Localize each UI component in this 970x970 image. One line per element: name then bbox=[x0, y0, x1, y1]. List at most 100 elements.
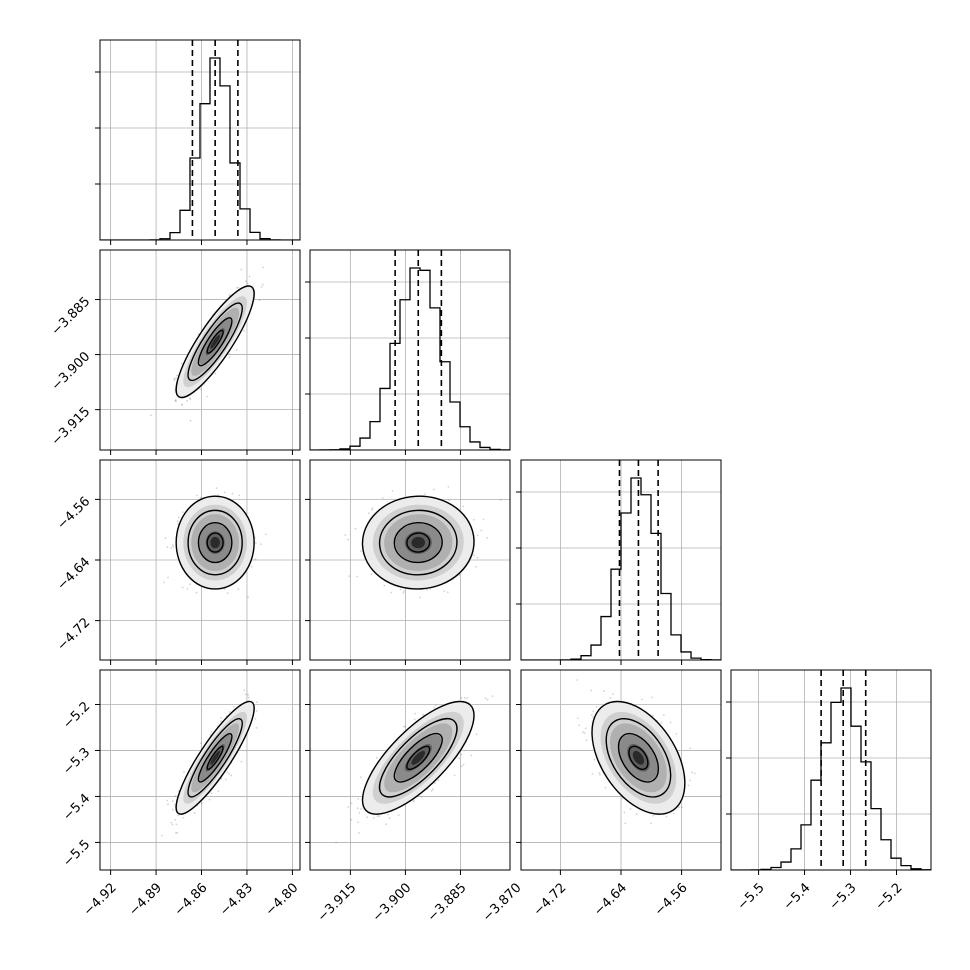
sample-point bbox=[172, 800, 174, 802]
sample-point bbox=[447, 486, 450, 488]
sample-point bbox=[199, 496, 202, 499]
sample-point bbox=[166, 799, 169, 802]
sample-point bbox=[370, 573, 373, 576]
sample-point bbox=[359, 776, 362, 778]
sample-point bbox=[220, 716, 223, 719]
sample-point bbox=[486, 537, 489, 539]
histogram-step bbox=[310, 267, 510, 450]
sample-point bbox=[214, 372, 217, 375]
sample-point bbox=[376, 815, 379, 818]
panel-frame bbox=[520, 459, 722, 661]
sample-point bbox=[582, 731, 585, 734]
sample-point bbox=[433, 706, 435, 709]
sample-point bbox=[262, 283, 264, 286]
sample-point bbox=[186, 587, 189, 590]
sample-point bbox=[209, 733, 212, 736]
sample-point bbox=[174, 400, 177, 402]
sample-point bbox=[446, 591, 449, 594]
sample-point bbox=[175, 400, 178, 402]
sample-point bbox=[254, 558, 257, 561]
sample-point bbox=[462, 505, 465, 508]
sample-point bbox=[231, 492, 234, 495]
sample-point bbox=[419, 596, 422, 599]
sample-point bbox=[422, 713, 425, 716]
sample-point bbox=[186, 399, 189, 402]
sample-point bbox=[247, 696, 250, 699]
sample-point bbox=[448, 499, 451, 502]
sample-point bbox=[173, 379, 176, 381]
sample-point bbox=[388, 817, 391, 820]
sample-point bbox=[434, 782, 436, 784]
sample-point bbox=[176, 520, 179, 523]
sample-point bbox=[453, 774, 456, 777]
sample-point bbox=[260, 543, 262, 546]
sample-point bbox=[350, 802, 353, 805]
density-level bbox=[210, 536, 220, 549]
sample-point bbox=[412, 800, 415, 803]
sample-point bbox=[435, 704, 437, 707]
sample-point bbox=[371, 507, 374, 510]
sample-point bbox=[420, 795, 423, 798]
sample-point bbox=[183, 771, 185, 773]
panel-3-0 bbox=[95, 669, 301, 875]
sample-point bbox=[175, 377, 177, 380]
sample-point bbox=[236, 287, 238, 289]
panel-frame bbox=[99, 459, 301, 661]
sample-point bbox=[170, 547, 173, 549]
sample-point bbox=[210, 792, 213, 794]
sample-point bbox=[215, 487, 218, 489]
sample-point bbox=[181, 586, 184, 589]
contour-line bbox=[197, 521, 233, 564]
contour-line bbox=[187, 509, 243, 576]
sample-point bbox=[228, 711, 231, 713]
contour-line bbox=[378, 718, 458, 798]
sample-point bbox=[223, 491, 226, 494]
sample-point bbox=[177, 516, 180, 519]
sample-point bbox=[491, 695, 494, 698]
sample-point bbox=[238, 494, 241, 497]
sample-point bbox=[226, 771, 229, 774]
sample-point bbox=[228, 773, 231, 775]
sample-point bbox=[662, 714, 665, 716]
sample-point bbox=[403, 590, 405, 592]
sample-point bbox=[225, 778, 227, 781]
contour-line bbox=[206, 745, 224, 771]
sample-point bbox=[673, 812, 675, 815]
sample-point bbox=[463, 697, 466, 699]
sample-point bbox=[460, 697, 463, 699]
sample-point bbox=[166, 546, 169, 549]
sample-point bbox=[247, 693, 250, 696]
panel-3-2 bbox=[516, 669, 722, 875]
sample-point bbox=[240, 268, 243, 271]
contour-line bbox=[393, 521, 443, 564]
sample-point bbox=[347, 806, 350, 808]
sample-point bbox=[206, 395, 209, 398]
sample-point bbox=[262, 266, 264, 269]
contour-line bbox=[197, 732, 233, 783]
panel-2-2 bbox=[516, 459, 722, 665]
contour-line bbox=[175, 495, 255, 590]
sample-point bbox=[189, 398, 192, 401]
density-level bbox=[210, 750, 220, 765]
sample-point bbox=[228, 356, 231, 359]
sample-point bbox=[335, 841, 337, 844]
sample-point bbox=[161, 834, 163, 837]
sample-point bbox=[348, 575, 351, 577]
sample-point bbox=[344, 534, 347, 536]
sample-point bbox=[188, 583, 191, 586]
sample-point bbox=[230, 774, 233, 777]
sample-point bbox=[260, 286, 263, 288]
sample-point bbox=[462, 763, 465, 766]
sample-point bbox=[174, 399, 177, 401]
contour-line bbox=[206, 329, 224, 354]
sample-point bbox=[476, 534, 479, 537]
contour-line bbox=[361, 700, 475, 815]
sample-point bbox=[237, 286, 240, 289]
sample-point bbox=[357, 821, 359, 824]
sample-point bbox=[391, 490, 394, 492]
sample-point bbox=[176, 374, 178, 377]
sample-point bbox=[475, 733, 478, 736]
sample-point bbox=[247, 596, 250, 598]
sample-point bbox=[372, 817, 375, 819]
